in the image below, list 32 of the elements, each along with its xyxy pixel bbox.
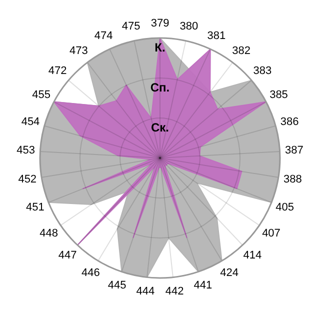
- y-tick-label: К.: [154, 40, 166, 55]
- spoke-label: 447: [58, 250, 77, 262]
- spoke-label: 407: [262, 227, 280, 240]
- spoke-label: 453: [16, 144, 35, 157]
- y-tick-label: Сп.: [150, 80, 170, 95]
- spoke-label: 414: [243, 250, 262, 262]
- spoke-label: 446: [82, 267, 100, 280]
- spoke-label: 381: [207, 30, 226, 42]
- spoke-label: 472: [48, 64, 67, 77]
- spoke-label: 386: [280, 116, 299, 128]
- spoke-label: 441: [194, 279, 212, 292]
- spoke-label: 379: [150, 18, 170, 30]
- spoke-label: 474: [94, 30, 113, 42]
- spoke-label: 475: [122, 20, 140, 33]
- spoke-label: 455: [32, 89, 50, 102]
- spoke-label: 385: [270, 89, 288, 102]
- spoke-label: 448: [40, 227, 58, 240]
- spoke-label: 382: [232, 45, 251, 58]
- spoke-label: 383: [253, 64, 272, 77]
- spoke-label: 445: [108, 279, 126, 292]
- spoke-label: 387: [285, 144, 304, 157]
- spoke-label: 442: [165, 286, 184, 298]
- spoke-label: 405: [276, 202, 294, 214]
- spoke-label: 380: [180, 20, 198, 33]
- spoke-label: 451: [26, 202, 44, 214]
- spoke-label: 454: [21, 116, 40, 128]
- spoke-label: 388: [283, 174, 302, 186]
- spoke-label: 424: [220, 267, 238, 280]
- spoke-label: 452: [18, 174, 37, 186]
- y-tick-label: Ск.: [150, 120, 170, 135]
- spoke-label: 473: [69, 45, 88, 58]
- spoke-label: 444: [136, 286, 155, 298]
